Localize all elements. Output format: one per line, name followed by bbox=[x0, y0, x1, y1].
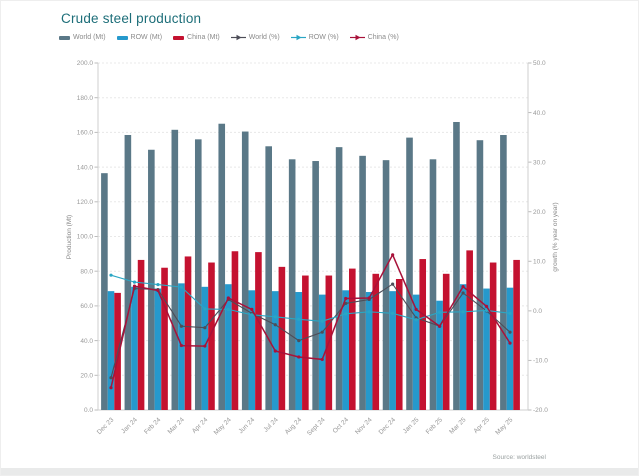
svg-text:140.0: 140.0 bbox=[77, 164, 94, 171]
legend-line-marker-icon bbox=[349, 34, 365, 41]
legend-label: China (Mt) bbox=[187, 34, 220, 41]
svg-text:120.0: 120.0 bbox=[77, 199, 94, 206]
svg-text:Oct 24: Oct 24 bbox=[332, 416, 351, 435]
left-axis-title: Production (Mt) bbox=[66, 215, 73, 259]
svg-text:Jun 24: Jun 24 bbox=[237, 416, 256, 435]
svg-text:-10.0: -10.0 bbox=[533, 358, 548, 365]
svg-text:Apr 25: Apr 25 bbox=[472, 416, 491, 435]
svg-text:-20.0: -20.0 bbox=[533, 407, 548, 414]
svg-text:180.0: 180.0 bbox=[77, 95, 94, 102]
svg-text:Feb 24: Feb 24 bbox=[143, 416, 163, 436]
svg-text:50.0: 50.0 bbox=[533, 60, 546, 67]
svg-text:Aug 24: Aug 24 bbox=[284, 416, 304, 436]
svg-text:0.0: 0.0 bbox=[84, 407, 93, 414]
svg-text:Mar 25: Mar 25 bbox=[448, 416, 468, 436]
x-axis-labels: Dec 23 Jan 24 Feb 24 Mar 24 Apr 24 May 24 Jun … bbox=[96, 416, 515, 437]
source-note: Source: worldsteel bbox=[492, 454, 546, 461]
svg-text:Dec 24: Dec 24 bbox=[378, 416, 398, 436]
svg-text:Apr 24: Apr 24 bbox=[191, 416, 210, 435]
legend-item-world[interactable]: World (%) bbox=[230, 34, 280, 41]
svg-text:160.0: 160.0 bbox=[77, 130, 94, 137]
legend-item-row[interactable]: ROW (%) bbox=[290, 34, 339, 41]
svg-text:Dec 23: Dec 23 bbox=[96, 416, 116, 436]
svg-text:Feb 25: Feb 25 bbox=[425, 416, 445, 436]
svg-text:Mar 24: Mar 24 bbox=[167, 416, 187, 436]
bar-series-1 bbox=[101, 121, 507, 411]
svg-text:Jan 25: Jan 25 bbox=[402, 416, 421, 435]
legend-label: World (Mt) bbox=[73, 34, 106, 41]
legend-label: World (%) bbox=[248, 34, 280, 41]
svg-text:40.0: 40.0 bbox=[80, 338, 93, 345]
svg-text:100.0: 100.0 bbox=[77, 234, 94, 241]
svg-text:Nov 24: Nov 24 bbox=[354, 416, 374, 436]
svg-text:Jul 24: Jul 24 bbox=[262, 416, 279, 433]
lines-group bbox=[109, 253, 512, 390]
chart-title: Crude steel production bbox=[61, 11, 202, 26]
svg-text:30.0: 30.0 bbox=[533, 159, 546, 166]
svg-text:10.0: 10.0 bbox=[533, 258, 546, 265]
line-series-3 bbox=[109, 253, 512, 390]
svg-text:20.0: 20.0 bbox=[533, 209, 546, 216]
legend-label: ROW (%) bbox=[308, 34, 339, 41]
legend-swatch-icon bbox=[116, 35, 128, 40]
left-axis: 0.0 20.0 40.0 60.0 80.0 100.0 120.0 140.0 160.0 1… bbox=[77, 60, 99, 414]
right-axis: -20.0 -10.0 0.0 10.0 20.0 30.0 40.0 50.0 bbox=[527, 60, 548, 414]
legend-item-row-mt[interactable]: ROW (Mt) bbox=[116, 34, 163, 41]
svg-text:80.0: 80.0 bbox=[80, 268, 93, 275]
svg-text:0.0: 0.0 bbox=[533, 308, 542, 315]
svg-text:Jan 24: Jan 24 bbox=[120, 416, 139, 435]
chart-legend: World (Mt) ROW (Mt) China (Mt) World (%) ROW… bbox=[59, 34, 399, 41]
bars-group bbox=[101, 121, 520, 411]
svg-text:May 25: May 25 bbox=[494, 416, 514, 436]
right-axis-title: growth (% year on year) bbox=[552, 202, 559, 271]
bar-series-2 bbox=[107, 283, 514, 410]
legend-item-china-mt[interactable]: China (Mt) bbox=[173, 34, 220, 41]
svg-text:40.0: 40.0 bbox=[533, 110, 546, 117]
line-series-2 bbox=[109, 273, 512, 323]
legend-swatch-icon bbox=[59, 35, 70, 40]
svg-text:60.0: 60.0 bbox=[80, 303, 93, 310]
legend-label: ROW (Mt) bbox=[130, 34, 163, 41]
legend-item-world-mt[interactable]: World (Mt) bbox=[59, 34, 106, 41]
svg-text:20.0: 20.0 bbox=[80, 373, 93, 380]
svg-text:200.0: 200.0 bbox=[77, 60, 94, 67]
footer-strip bbox=[1, 468, 638, 475]
legend-label: China (%) bbox=[367, 34, 399, 41]
legend-item-china[interactable]: China (%) bbox=[349, 34, 399, 41]
legend-line-marker-icon bbox=[230, 34, 246, 41]
line-series-1 bbox=[109, 282, 512, 380]
legend-swatch-icon bbox=[173, 35, 185, 40]
legend-line-marker-icon bbox=[290, 34, 306, 41]
svg-text:May 24: May 24 bbox=[213, 416, 233, 436]
svg-text:Sept 24: Sept 24 bbox=[306, 416, 327, 437]
